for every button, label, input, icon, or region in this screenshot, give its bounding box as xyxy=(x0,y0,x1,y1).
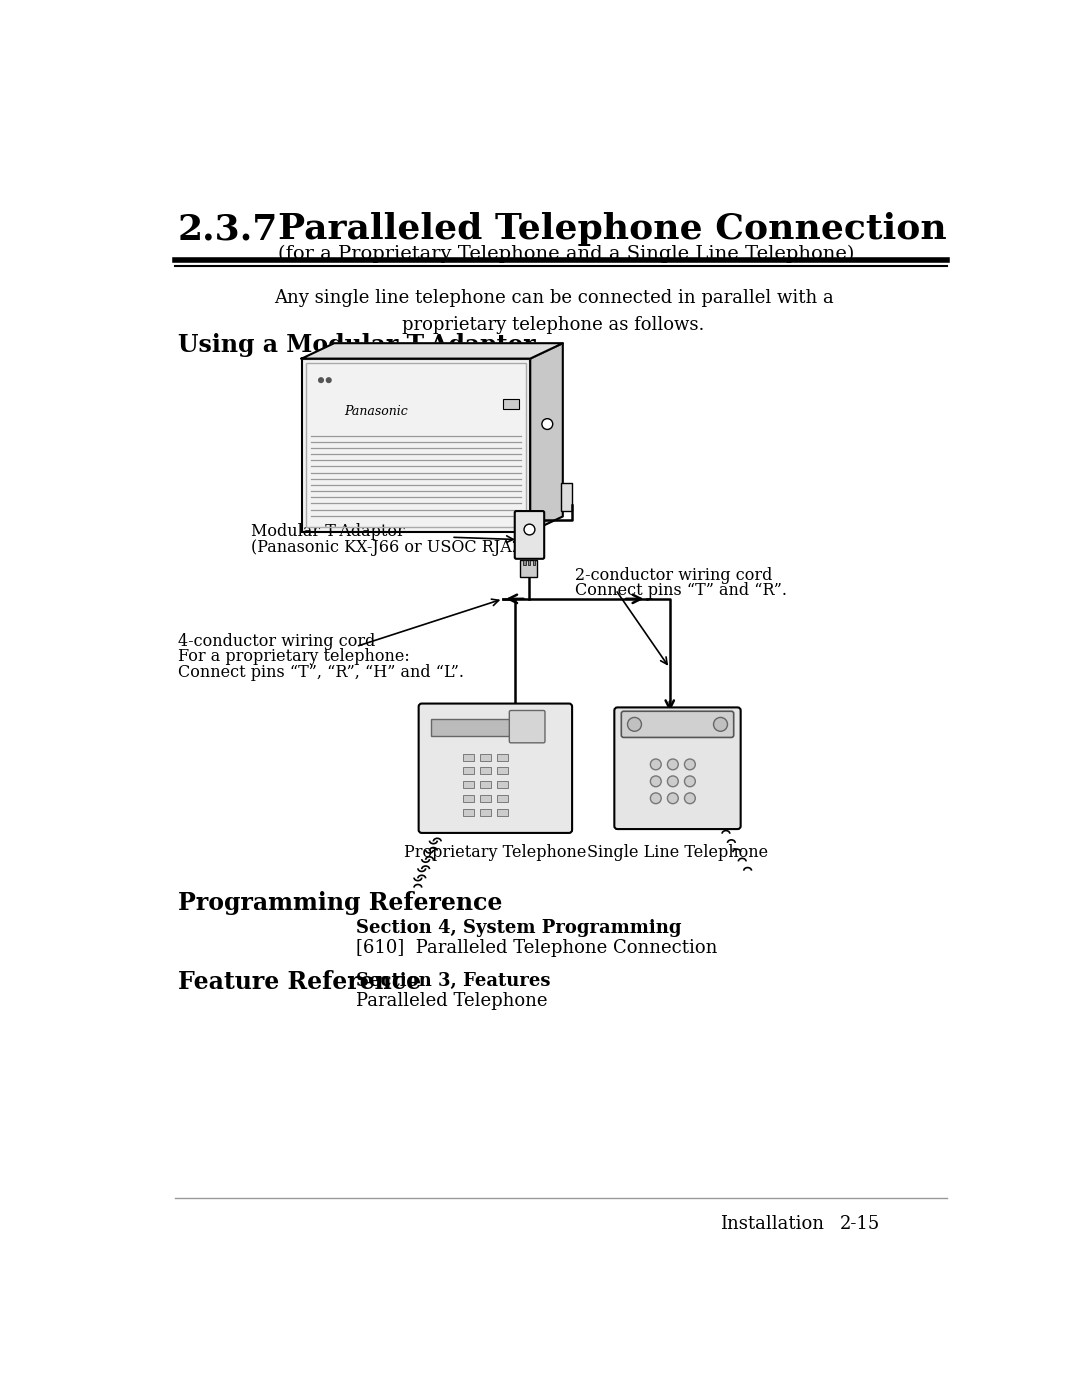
Bar xyxy=(307,363,526,527)
Text: Section 4, System Programming: Section 4, System Programming xyxy=(356,919,681,937)
Circle shape xyxy=(667,793,678,803)
Text: (Panasonic KX-J66 or USOC RJA2X): (Panasonic KX-J66 or USOC RJA2X) xyxy=(252,539,540,556)
Circle shape xyxy=(627,718,642,731)
Text: Using a Modular T-Adaptor: Using a Modular T-Adaptor xyxy=(177,334,536,358)
Circle shape xyxy=(650,793,661,803)
Bar xyxy=(480,767,490,774)
Polygon shape xyxy=(530,344,563,532)
Bar xyxy=(497,809,508,816)
Text: For a proprietary telephone:: For a proprietary telephone: xyxy=(177,648,409,665)
Text: 4-conductor wiring cord: 4-conductor wiring cord xyxy=(177,633,375,650)
Circle shape xyxy=(319,377,323,383)
Circle shape xyxy=(524,524,535,535)
Bar xyxy=(562,483,572,511)
Text: Feature Reference: Feature Reference xyxy=(177,970,421,995)
FancyBboxPatch shape xyxy=(621,711,733,738)
Bar xyxy=(521,560,537,577)
Circle shape xyxy=(667,775,678,787)
Circle shape xyxy=(685,793,696,803)
Circle shape xyxy=(685,759,696,770)
Bar xyxy=(463,753,474,760)
Text: 2.3.7: 2.3.7 xyxy=(177,212,278,246)
Bar xyxy=(480,809,490,816)
Circle shape xyxy=(667,759,678,770)
FancyBboxPatch shape xyxy=(515,511,544,559)
Circle shape xyxy=(542,419,553,429)
Text: Connect pins “T” and “R”.: Connect pins “T” and “R”. xyxy=(576,583,787,599)
Bar xyxy=(497,767,508,774)
Text: Paralleled Telephone Connection: Paralleled Telephone Connection xyxy=(279,212,947,246)
Bar xyxy=(524,560,526,564)
FancyBboxPatch shape xyxy=(510,711,545,743)
Circle shape xyxy=(714,718,728,731)
Bar xyxy=(503,400,518,409)
Bar xyxy=(463,767,474,774)
Text: Connect pins “T”, “R”, “H” and “L”.: Connect pins “T”, “R”, “H” and “L”. xyxy=(177,664,463,680)
Text: (for a Proprietary Telephone and a Single Line Telephone): (for a Proprietary Telephone and a Singl… xyxy=(279,244,854,263)
Bar xyxy=(463,809,474,816)
Bar xyxy=(480,781,490,788)
Bar xyxy=(532,560,535,564)
Bar xyxy=(497,753,508,760)
Bar xyxy=(480,795,490,802)
Circle shape xyxy=(326,377,332,383)
Text: Single Line Telephone: Single Line Telephone xyxy=(586,844,768,861)
Bar xyxy=(463,781,474,788)
Text: 2-15: 2-15 xyxy=(840,1215,880,1232)
FancyBboxPatch shape xyxy=(615,707,741,828)
Bar xyxy=(497,781,508,788)
Polygon shape xyxy=(301,344,563,359)
Text: 2-conductor wiring cord: 2-conductor wiring cord xyxy=(576,567,772,584)
Bar xyxy=(301,359,530,532)
FancyBboxPatch shape xyxy=(419,704,572,833)
Bar xyxy=(480,753,490,760)
Bar xyxy=(431,719,536,736)
Circle shape xyxy=(685,775,696,787)
Text: Installation: Installation xyxy=(720,1215,824,1232)
Text: [610]  Paralleled Telephone Connection: [610] Paralleled Telephone Connection xyxy=(356,939,717,957)
Circle shape xyxy=(650,759,661,770)
Text: Modular T-Adaptor: Modular T-Adaptor xyxy=(252,524,405,541)
Text: Any single line telephone can be connected in parallel with a
proprietary teleph: Any single line telephone can be connect… xyxy=(273,289,834,334)
Text: Proprietary Telephone: Proprietary Telephone xyxy=(404,844,586,861)
Circle shape xyxy=(650,775,661,787)
Bar xyxy=(528,560,530,564)
Text: Paralleled Telephone: Paralleled Telephone xyxy=(356,992,548,1010)
Bar xyxy=(463,795,474,802)
Text: Section 3, Features: Section 3, Features xyxy=(356,971,551,989)
Text: Panasonic: Panasonic xyxy=(345,405,408,418)
Text: Programming Reference: Programming Reference xyxy=(177,891,502,915)
Bar xyxy=(497,795,508,802)
